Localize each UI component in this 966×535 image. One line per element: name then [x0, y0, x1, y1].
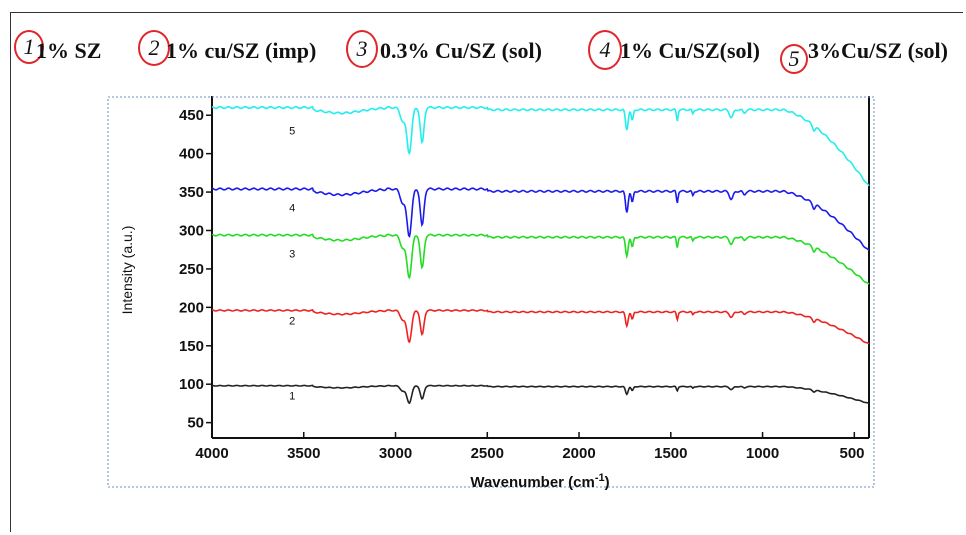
- x-axis-title: Wavenumber (cm-1): [470, 472, 609, 491]
- legend-badge-5: 5: [780, 44, 808, 74]
- y-tick-label-350: 350: [179, 184, 204, 201]
- x-tick-label-2500: 2500: [471, 445, 504, 462]
- x-tick-label-4000: 4000: [195, 445, 228, 462]
- series-line-4: [211, 187, 870, 252]
- series-number-label-3: 3: [289, 248, 295, 260]
- x-tick-label-1500: 1500: [654, 445, 687, 462]
- y-tick-label-100: 100: [179, 376, 204, 393]
- legend-text-2: 1% cu/SZ (imp): [166, 38, 317, 63]
- legend-badge-3: 3: [346, 30, 378, 68]
- legend-badge-4: 4: [588, 30, 622, 70]
- y-tick-label-450: 450: [179, 107, 204, 124]
- series-number-label-2: 2: [289, 315, 295, 327]
- y-tick-label-400: 400: [179, 146, 204, 163]
- y-tick-label-300: 300: [179, 222, 204, 239]
- x-tick-label-2000: 2000: [562, 445, 595, 462]
- legend-text-4: 1% Cu/SZ(sol): [620, 38, 760, 63]
- legend: 1 1% SZ 2 1% cu/SZ (imp) 3 0.3% Cu/SZ (s…: [14, 28, 964, 78]
- figure-frame: [10, 12, 963, 532]
- y-tick-label-250: 250: [179, 261, 204, 278]
- series-number-label-1: 1: [289, 391, 295, 403]
- y-tick-label-200: 200: [179, 299, 204, 316]
- y-axis-title: Intensity (a.u.): [119, 226, 135, 315]
- legend-text-1: 1% SZ: [36, 38, 102, 63]
- selection-box: [107, 96, 875, 488]
- series-line-1: [211, 384, 870, 405]
- x-tick-label-3000: 3000: [379, 445, 412, 462]
- x-tick-label-500: 500: [839, 445, 864, 462]
- x-tick-label-3500: 3500: [287, 445, 320, 462]
- series-number-label-4: 4: [289, 202, 295, 214]
- legend-text-5: 3%Cu/SZ (sol): [808, 38, 948, 63]
- y-tick-label-150: 150: [179, 338, 204, 355]
- x-tick-label-1000: 1000: [746, 445, 779, 462]
- series-line-3: [211, 233, 870, 285]
- legend-text-3: 0.3% Cu/SZ (sol): [380, 38, 542, 63]
- legend-badge-2: 2: [138, 30, 170, 66]
- series-line-2: [211, 309, 870, 345]
- series-number-label-5: 5: [289, 125, 295, 137]
- legend-badge-1: 1: [14, 30, 44, 64]
- y-tick-label-50: 50: [187, 415, 204, 432]
- series-line-5: [211, 105, 870, 187]
